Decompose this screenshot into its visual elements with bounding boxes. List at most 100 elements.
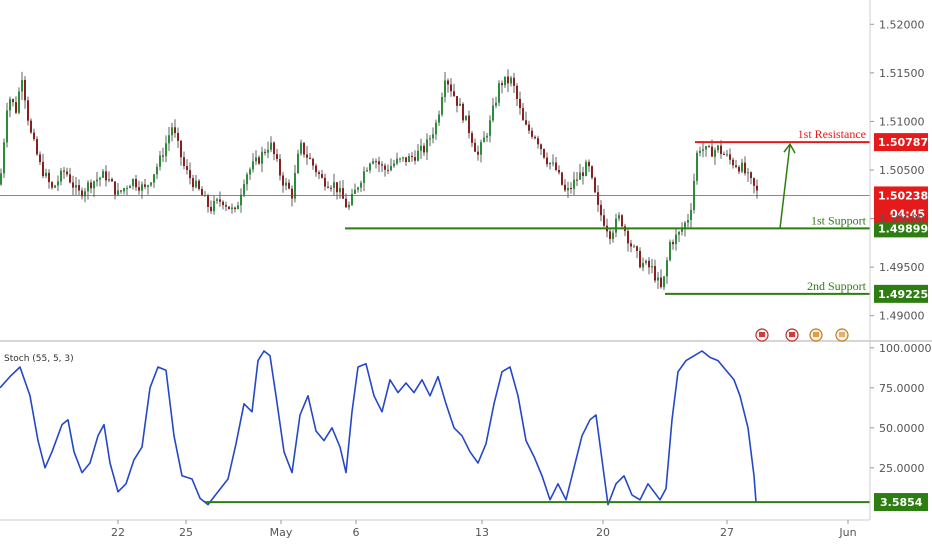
time-axis[interactable]: 22 25 May 6 13 20 27 Jun bbox=[111, 520, 857, 539]
news-event-icon[interactable] bbox=[835, 328, 849, 342]
candle-body bbox=[282, 175, 284, 186]
candle bbox=[72, 175, 74, 196]
candle-body bbox=[339, 188, 341, 193]
candle-body bbox=[573, 179, 575, 189]
event-icons[interactable] bbox=[755, 328, 849, 342]
calendar-event-icon[interactable] bbox=[809, 328, 823, 342]
candle bbox=[591, 165, 593, 180]
flag-event-icon-2[interactable] bbox=[785, 328, 799, 342]
candle-body bbox=[84, 191, 86, 197]
candle bbox=[414, 150, 416, 165]
price-levels: 1st Resistance 1.50787 1st Support 1.49899 2… bbox=[0, 127, 928, 303]
candle bbox=[672, 239, 674, 250]
candle-body bbox=[384, 165, 386, 170]
candle-body bbox=[549, 162, 551, 165]
candle-body bbox=[240, 194, 242, 206]
candle bbox=[99, 176, 101, 187]
candle-body bbox=[453, 91, 455, 97]
candle-body bbox=[3, 142, 5, 174]
candle bbox=[318, 170, 320, 180]
candle bbox=[372, 158, 374, 165]
candle bbox=[363, 166, 365, 192]
candle-body bbox=[675, 234, 677, 245]
candle-body bbox=[597, 192, 599, 205]
candle bbox=[147, 184, 149, 195]
candle-body bbox=[471, 133, 473, 143]
flag-event-icon[interactable] bbox=[755, 328, 769, 342]
candle-body bbox=[297, 153, 299, 174]
candle bbox=[264, 148, 266, 156]
candle bbox=[12, 98, 14, 107]
price-tick-label: 1.51500 bbox=[879, 67, 925, 80]
candle bbox=[708, 144, 710, 148]
candle bbox=[294, 165, 296, 203]
target-arrow-shaft bbox=[779, 144, 791, 229]
candle-body bbox=[534, 136, 536, 139]
candle bbox=[570, 182, 572, 194]
current-price-badge[interactable]: 1.50238 04:45 bbox=[874, 186, 928, 223]
candle bbox=[489, 115, 491, 143]
candle-body bbox=[312, 158, 314, 166]
candle bbox=[504, 76, 506, 88]
candle bbox=[351, 188, 353, 207]
price-axis[interactable]: 1.52000 1.51500 1.51000 1.50500 1.50000 1.495… bbox=[870, 18, 925, 323]
candle-body bbox=[36, 139, 38, 155]
price-tick-label: 1.50000 bbox=[879, 213, 925, 226]
stoch-tick-label: 100.0000 bbox=[879, 342, 932, 355]
candle bbox=[54, 184, 56, 189]
candle bbox=[471, 130, 473, 148]
candle bbox=[105, 165, 107, 187]
candle-body bbox=[186, 165, 188, 171]
candle-body bbox=[375, 161, 377, 163]
candle-body bbox=[60, 170, 62, 182]
candle bbox=[18, 87, 20, 115]
candle bbox=[240, 188, 242, 213]
stoch-axis[interactable]: 100.0000 75.0000 50.0000 25.0000 bbox=[870, 342, 932, 475]
level-price-badge[interactable] bbox=[874, 133, 928, 152]
candle-body bbox=[54, 185, 56, 188]
level-price-badge[interactable] bbox=[874, 219, 928, 238]
stoch-tick-label: 75.0000 bbox=[879, 382, 925, 395]
candle bbox=[675, 227, 677, 251]
candle-body bbox=[708, 146, 710, 148]
candle bbox=[78, 179, 80, 196]
candle bbox=[276, 148, 278, 162]
candle bbox=[192, 174, 194, 192]
candle-body bbox=[132, 179, 134, 187]
candle-body bbox=[351, 193, 353, 205]
candle-body bbox=[354, 189, 356, 194]
candle-body bbox=[45, 172, 47, 177]
candle-body bbox=[441, 97, 443, 115]
candle bbox=[582, 166, 584, 185]
candle bbox=[57, 175, 59, 192]
candle bbox=[498, 80, 500, 107]
candle bbox=[117, 183, 119, 196]
candle-body bbox=[129, 186, 131, 189]
candle bbox=[702, 141, 704, 158]
candle bbox=[324, 173, 326, 191]
candle bbox=[510, 75, 512, 87]
candle bbox=[195, 174, 197, 189]
candle bbox=[210, 200, 212, 214]
candle bbox=[51, 180, 53, 190]
candle bbox=[348, 201, 350, 210]
candle bbox=[474, 138, 476, 152]
candle-body bbox=[210, 206, 212, 212]
time-tick-label: 13 bbox=[475, 526, 489, 539]
candle-body bbox=[582, 172, 584, 176]
candle bbox=[516, 83, 518, 107]
price-tick-label: 1.51000 bbox=[879, 115, 925, 128]
candle-body bbox=[345, 198, 347, 208]
level-price-badge[interactable] bbox=[874, 284, 928, 303]
candle-body bbox=[201, 188, 203, 196]
time-tick-label: 6 bbox=[353, 526, 360, 539]
candle bbox=[642, 257, 644, 272]
candle-body bbox=[291, 188, 293, 199]
candle bbox=[96, 171, 98, 187]
candle bbox=[438, 110, 440, 126]
candle-body bbox=[564, 184, 566, 191]
candle bbox=[354, 183, 356, 195]
candle bbox=[189, 162, 191, 185]
stoch-value-badge[interactable] bbox=[874, 493, 928, 512]
stoch-tick-label: 25.0000 bbox=[879, 462, 925, 475]
